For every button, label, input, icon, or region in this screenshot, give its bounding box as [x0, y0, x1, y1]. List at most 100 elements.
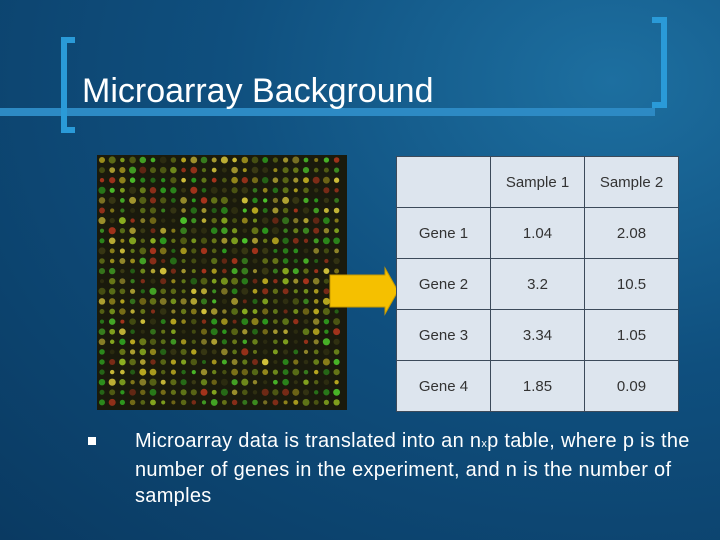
spot	[232, 198, 237, 203]
spot	[303, 349, 309, 355]
spot	[129, 358, 136, 366]
spot	[282, 207, 289, 214]
spot	[282, 288, 289, 295]
spot	[120, 208, 125, 213]
spot	[324, 258, 329, 264]
spot	[139, 187, 146, 194]
spot	[99, 258, 105, 264]
spot	[303, 379, 309, 385]
spot	[200, 237, 208, 244]
spot	[108, 378, 116, 386]
spot	[231, 368, 238, 376]
spot	[262, 369, 269, 376]
spot	[333, 388, 341, 396]
spot	[149, 257, 157, 265]
spot	[262, 157, 269, 163]
spot	[222, 369, 227, 375]
spot	[212, 299, 217, 304]
spot	[119, 338, 126, 345]
spot	[139, 156, 147, 164]
spot	[200, 288, 208, 295]
spot	[150, 228, 156, 234]
spot	[242, 339, 248, 345]
spot	[211, 359, 217, 365]
spot	[241, 318, 249, 326]
spot	[273, 248, 278, 253]
spot	[334, 380, 339, 385]
spot	[333, 328, 341, 336]
spot	[241, 277, 249, 285]
spot	[283, 329, 288, 335]
spot	[98, 338, 106, 346]
spot	[242, 168, 247, 173]
spot	[140, 207, 146, 214]
spot	[273, 379, 278, 385]
spot	[140, 279, 145, 284]
spot	[272, 217, 279, 224]
spot	[149, 197, 157, 204]
spot	[231, 176, 238, 184]
spot	[272, 207, 279, 214]
spot	[181, 329, 186, 334]
spot	[130, 208, 136, 213]
spot	[283, 349, 289, 355]
spot	[273, 359, 278, 365]
spot	[303, 248, 309, 254]
spot	[251, 247, 259, 255]
spot	[314, 269, 319, 274]
spot	[241, 378, 249, 386]
spot	[140, 177, 146, 183]
spot	[201, 187, 207, 193]
header-cell: Sample 1	[490, 156, 585, 208]
spot	[181, 268, 186, 274]
spot	[129, 298, 136, 305]
spot	[190, 156, 198, 164]
spot	[211, 318, 218, 325]
spot	[333, 338, 340, 345]
spot	[242, 359, 248, 365]
spot	[272, 257, 279, 265]
spot	[334, 268, 340, 274]
spot	[149, 207, 157, 214]
spot	[180, 359, 187, 365]
spot	[272, 268, 278, 274]
spot	[252, 218, 258, 223]
spot	[271, 227, 279, 235]
spot	[160, 218, 166, 223]
spot	[191, 258, 197, 264]
spot	[99, 207, 105, 214]
spot	[149, 318, 157, 325]
spot	[160, 389, 166, 395]
spot	[181, 289, 186, 294]
title-rule	[0, 108, 655, 116]
spot	[119, 348, 126, 356]
spot	[109, 308, 116, 315]
spot	[323, 288, 330, 295]
spot	[220, 196, 228, 204]
spot	[160, 288, 167, 295]
spot	[232, 319, 237, 324]
spot	[313, 308, 320, 315]
spot	[109, 349, 115, 355]
spot	[200, 368, 208, 376]
spot	[302, 167, 310, 174]
spot	[129, 349, 136, 355]
spot	[292, 368, 300, 376]
spot	[334, 228, 340, 234]
arrow	[329, 266, 399, 316]
spot	[211, 177, 217, 183]
spot	[119, 258, 126, 264]
spot	[150, 309, 156, 314]
header-row: Sample 1 Sample 2	[396, 156, 679, 208]
spot	[251, 227, 259, 235]
spot	[170, 379, 177, 386]
spot	[108, 227, 116, 235]
spot	[262, 318, 269, 325]
spot	[241, 156, 249, 164]
spot	[139, 348, 147, 356]
spot	[98, 217, 106, 225]
spot	[161, 329, 166, 334]
bullet-marker	[88, 437, 96, 445]
bullet-text: Microarray data is translated into an nx…	[135, 428, 705, 509]
spot	[159, 247, 167, 255]
